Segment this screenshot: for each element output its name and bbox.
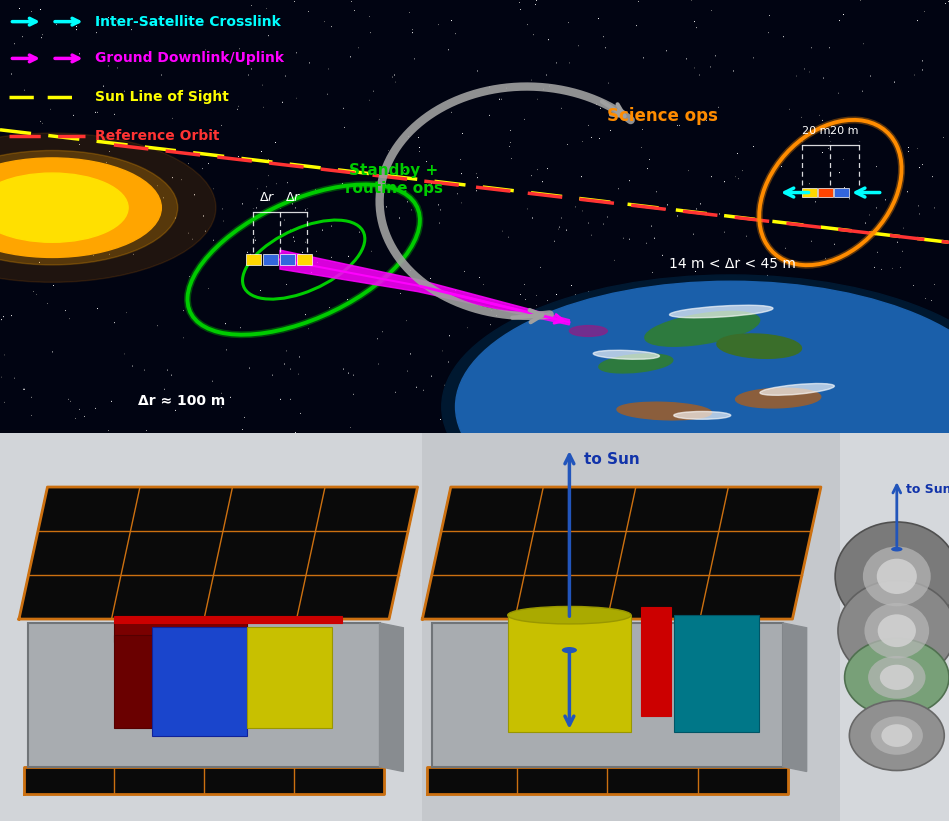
Polygon shape <box>380 623 403 772</box>
Ellipse shape <box>835 522 949 631</box>
Bar <box>114 616 342 623</box>
Ellipse shape <box>670 305 772 318</box>
Bar <box>114 635 247 727</box>
Text: Δr ≈ 100 m: Δr ≈ 100 m <box>138 393 225 407</box>
Circle shape <box>0 133 216 282</box>
Text: $\Delta r$: $\Delta r$ <box>258 191 275 204</box>
Text: Reference Orbit: Reference Orbit <box>95 129 219 144</box>
Polygon shape <box>280 250 569 325</box>
Text: to Sun: to Sun <box>584 452 640 467</box>
Ellipse shape <box>508 607 631 624</box>
Polygon shape <box>783 623 807 772</box>
Text: $\Delta r$: $\Delta r$ <box>285 191 302 204</box>
Ellipse shape <box>645 311 759 346</box>
Polygon shape <box>422 487 821 619</box>
Ellipse shape <box>838 580 949 681</box>
Text: 20 m: 20 m <box>802 126 830 136</box>
Circle shape <box>0 158 161 258</box>
Polygon shape <box>24 767 384 794</box>
Ellipse shape <box>878 614 916 647</box>
Ellipse shape <box>760 383 834 395</box>
Polygon shape <box>427 767 788 794</box>
Ellipse shape <box>716 334 802 358</box>
Polygon shape <box>19 487 418 619</box>
Text: Sun Line of Sight: Sun Line of Sight <box>95 90 229 104</box>
Circle shape <box>562 647 577 654</box>
Bar <box>840 433 949 821</box>
Bar <box>508 615 631 732</box>
Ellipse shape <box>845 639 949 716</box>
Ellipse shape <box>865 603 929 658</box>
Ellipse shape <box>593 351 660 360</box>
Ellipse shape <box>849 700 944 771</box>
FancyBboxPatch shape <box>818 188 833 197</box>
Circle shape <box>0 150 177 265</box>
FancyBboxPatch shape <box>802 188 817 197</box>
Bar <box>641 608 671 716</box>
FancyBboxPatch shape <box>246 255 261 265</box>
FancyBboxPatch shape <box>297 255 312 265</box>
Ellipse shape <box>877 558 917 594</box>
Bar <box>674 615 759 732</box>
Bar <box>114 623 247 642</box>
Ellipse shape <box>617 402 712 420</box>
Text: to Sun: to Sun <box>906 483 949 496</box>
Bar <box>0 433 422 821</box>
Ellipse shape <box>868 656 925 699</box>
Circle shape <box>891 547 902 552</box>
FancyBboxPatch shape <box>263 255 278 265</box>
Text: Science ops: Science ops <box>607 108 718 125</box>
Ellipse shape <box>674 411 731 420</box>
Text: Inter-Satellite Crosslink: Inter-Satellite Crosslink <box>95 15 281 29</box>
Text: 20 m: 20 m <box>830 126 859 136</box>
Ellipse shape <box>863 547 931 606</box>
Text: 14 m < Δr < 45 m: 14 m < Δr < 45 m <box>669 257 796 271</box>
Bar <box>422 433 840 821</box>
FancyBboxPatch shape <box>280 255 295 265</box>
Circle shape <box>0 173 128 242</box>
Ellipse shape <box>870 717 922 754</box>
Bar <box>247 627 332 727</box>
Circle shape <box>441 275 949 539</box>
Bar <box>840 433 949 821</box>
FancyBboxPatch shape <box>28 623 380 767</box>
Circle shape <box>456 282 949 532</box>
Ellipse shape <box>735 388 821 408</box>
Ellipse shape <box>569 326 607 337</box>
Ellipse shape <box>880 665 914 690</box>
Ellipse shape <box>599 354 673 373</box>
FancyBboxPatch shape <box>834 188 849 197</box>
Bar <box>152 627 247 736</box>
Ellipse shape <box>882 724 912 747</box>
FancyBboxPatch shape <box>432 623 783 767</box>
Text: Standby +
routine ops: Standby + routine ops <box>344 163 443 195</box>
Text: Ground Downlink/Uplink: Ground Downlink/Uplink <box>95 52 284 66</box>
